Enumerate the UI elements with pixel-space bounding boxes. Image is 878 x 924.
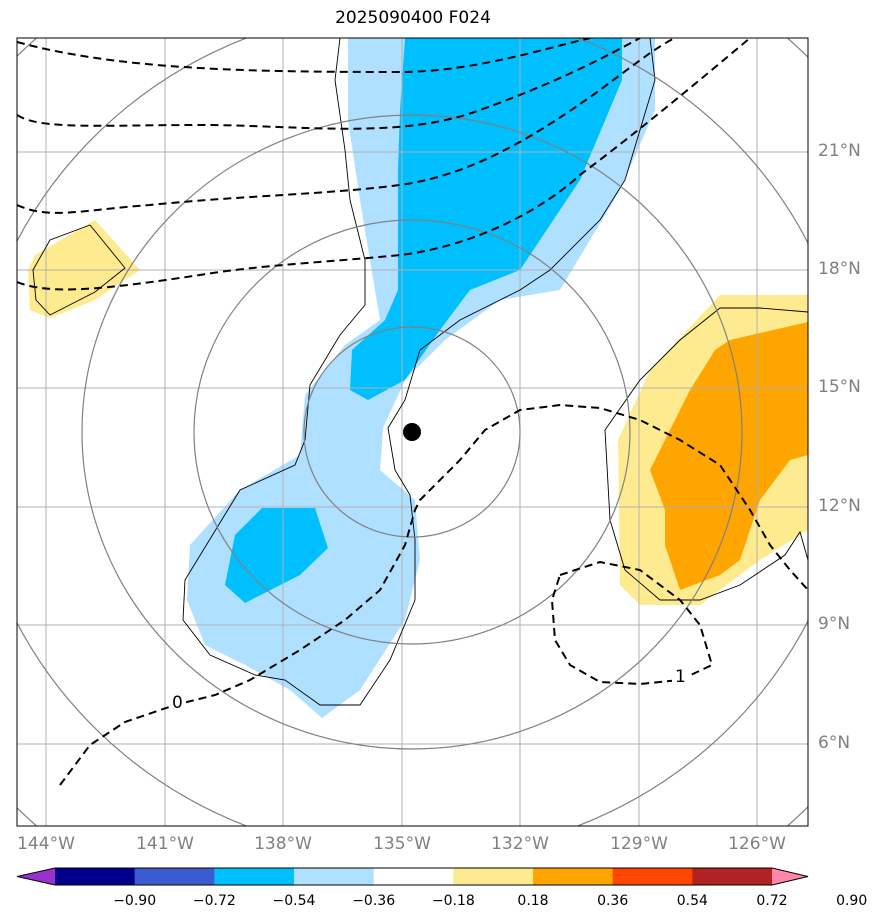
lon-tick-129w: 129°W — [610, 834, 668, 854]
blue-region-south — [225, 508, 328, 603]
lon-tick-126w: 126°W — [728, 834, 786, 854]
colorbar-tick-label: 0.18 — [517, 893, 549, 909]
colorbar-tick-label: 0.36 — [597, 893, 629, 909]
colorbar-extend-left — [17, 868, 55, 885]
lon-tick-132w: 132°W — [491, 834, 549, 854]
thin-contour-east — [604, 307, 808, 601]
contour-label-one: 1 — [675, 667, 686, 687]
colorbar-segment — [214, 868, 295, 885]
lat-tick-12n: 12°N — [818, 496, 861, 516]
thin-contour-west — [182, 38, 656, 706]
colorbar-tick-label: −0.18 — [431, 893, 475, 909]
map-title: 2025090400 F024 — [335, 8, 491, 28]
colorbar-segment — [55, 868, 136, 885]
colorbar-segment — [294, 868, 375, 885]
lon-tick-135w: 135°W — [373, 834, 431, 854]
lat-tick-18n: 18°N — [818, 259, 861, 279]
lat-tick-9n: 9°N — [818, 614, 851, 634]
colorbar-tick-label: −0.72 — [192, 893, 236, 909]
blue-region-north — [350, 38, 622, 400]
contour-label-zero: 0 — [172, 693, 183, 713]
lon-tick-138w: 138°W — [254, 834, 312, 854]
colorbar-tick-label: −0.90 — [113, 893, 157, 909]
colorbar-tick-label: 0.72 — [756, 893, 788, 909]
colorbar-tick-label: 0.90 — [836, 893, 868, 909]
colorbar-segment — [373, 868, 454, 885]
storm-center-marker — [403, 423, 421, 441]
colorbar-segment — [134, 868, 215, 885]
colorbar-extend-right — [772, 868, 808, 885]
colorbar-segment — [533, 868, 614, 885]
colorbar-segment — [453, 868, 534, 885]
colorbar-segment — [612, 868, 693, 885]
thin-contour-northwest — [32, 224, 126, 316]
yellow-region-west — [28, 220, 140, 318]
orange-region-east — [650, 322, 808, 590]
graticule — [17, 38, 808, 826]
lon-tick-144w: 144°W — [17, 834, 75, 854]
colorbar-tick-label: −0.36 — [352, 893, 396, 909]
colorbar-tick-label: 0.54 — [676, 893, 708, 909]
lon-tick-141w: 141°W — [136, 834, 194, 854]
colorbar-segment — [692, 868, 773, 885]
plot-frame — [16, 37, 809, 827]
colorbar — [16, 867, 809, 886]
colorbar-outline — [16, 867, 809, 886]
lat-tick-6n: 6°N — [818, 733, 851, 753]
lat-tick-15n: 15°N — [818, 377, 861, 397]
colorbar-tick-label: −0.54 — [272, 893, 316, 909]
lat-tick-21n: 21°N — [818, 141, 861, 161]
